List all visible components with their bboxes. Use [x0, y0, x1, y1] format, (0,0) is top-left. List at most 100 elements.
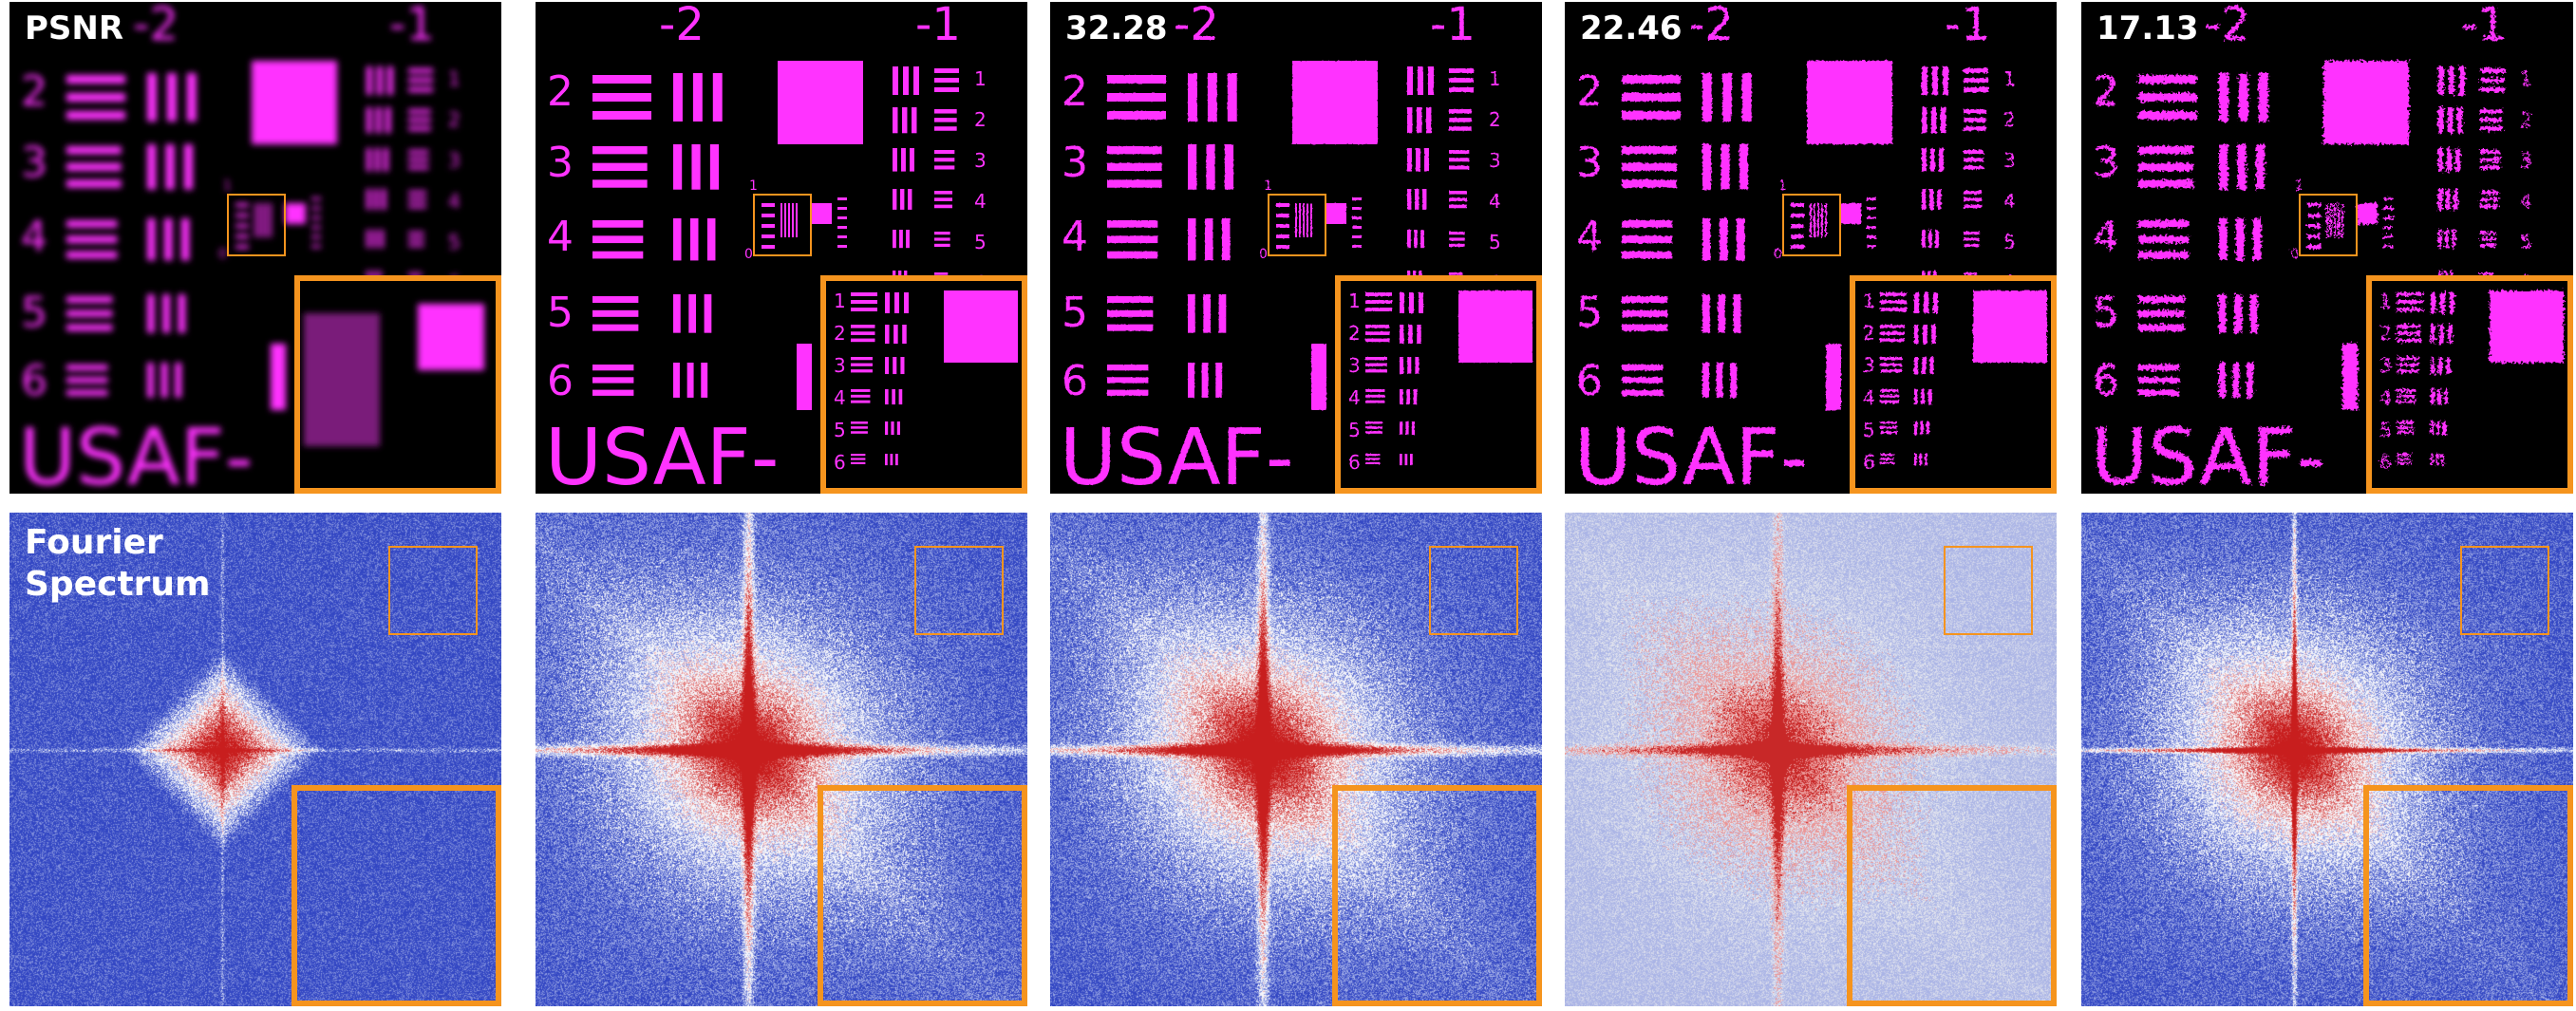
vertical-bar [147, 294, 155, 333]
small-number-3: 3 [2520, 149, 2532, 172]
inset-vertical-bar [1933, 292, 1938, 313]
inset-horizontal-bar [1880, 389, 1900, 392]
vertical-bar [375, 148, 380, 172]
horizontal-bar [66, 162, 122, 172]
psnr-value-label: 32.28 [1065, 9, 1168, 47]
inset-vertical-bar [1914, 454, 1917, 466]
horizontal-bar [2480, 150, 2501, 155]
vertical-bar [183, 144, 194, 190]
vertical-bar [2447, 148, 2452, 172]
inset-vertical-bar [2439, 325, 2444, 345]
center-group-1: 1 [1778, 178, 1787, 194]
vertical-bar [673, 144, 683, 190]
element-number-4: 4 [2093, 213, 2119, 261]
tiny-bar [311, 235, 321, 238]
vertical-bar [147, 73, 157, 122]
vertical-bar [2438, 148, 2443, 172]
horizontal-bar [934, 237, 950, 241]
horizontal-bar [66, 111, 125, 120]
horizontal-bar [1622, 389, 1664, 396]
vertical-bar [2232, 363, 2240, 398]
inset-horizontal-bar [851, 363, 873, 366]
inset-vertical-bar [1400, 325, 1404, 345]
group-label-minus-1: -1 [389, 2, 435, 51]
inset-horizontal-bar [1365, 308, 1392, 311]
inset-vertical-bar [1922, 357, 1927, 375]
horizontal-bar [408, 158, 429, 162]
square-element [1292, 61, 1378, 144]
horizontal-bar [1622, 296, 1668, 304]
inset-vertical-bar [2448, 325, 2453, 345]
tiny-bar [258, 203, 260, 237]
inset-horizontal-bar [1365, 331, 1390, 335]
inset-horizontal-bar [851, 400, 871, 403]
tiny-bar [1299, 203, 1301, 237]
inset-vertical-bar [2438, 357, 2443, 375]
inset-horizontal-bar [851, 454, 866, 457]
vertical-bar [1188, 218, 1196, 261]
horizontal-bar [2480, 158, 2501, 162]
vertical-bar [706, 218, 716, 261]
tiny-bar [1814, 203, 1815, 237]
square-element [778, 61, 863, 144]
inset-horizontal-bar [851, 300, 877, 304]
vertical-bar [1718, 294, 1726, 333]
inset-horizontal-bar [851, 331, 875, 335]
horizontal-bar [1449, 204, 1467, 209]
vertical-bar [166, 73, 177, 122]
vertical-bar [1207, 73, 1217, 122]
vertical-bar [2219, 218, 2228, 261]
spectrum-panel-5 [2081, 513, 2573, 1006]
vertical-bar [1922, 148, 1927, 172]
inset-vertical-bar [1920, 421, 1924, 436]
inset-vertical-bar [2441, 454, 2444, 466]
inset-vertical-bar [892, 389, 895, 405]
tiny-bar [1310, 203, 1312, 237]
tiny-bar [792, 203, 794, 237]
inset-number-1: 1 [2379, 290, 2392, 312]
tiny-square [1326, 203, 1346, 224]
tiny-bar [235, 234, 249, 238]
horizontal-bar [1107, 75, 1166, 84]
square-element [2323, 61, 2409, 144]
group-label-minus-2: -2 [133, 2, 179, 51]
vertical-bar [163, 218, 173, 261]
vertical-bar [367, 66, 372, 95]
horizontal-bar [934, 87, 959, 92]
tiny-bar [2334, 203, 2336, 237]
inset-vertical-bar [1914, 389, 1918, 405]
inset-vertical-bar [896, 421, 900, 436]
inset-horizontal-bar [1880, 454, 1895, 457]
horizontal-bar [2480, 126, 2503, 131]
inset-horizontal-bar [1365, 292, 1392, 296]
inset-vertical-bar [2431, 325, 2435, 345]
inset-vertical-bar [894, 292, 899, 313]
inset-horizontal-bar [1880, 300, 1907, 304]
horizontal-bar [1107, 111, 1166, 120]
inset-horizontal-bar [1365, 394, 1385, 398]
horizontal-bar [2480, 204, 2498, 209]
horizontal-bar [1964, 126, 1986, 131]
tiny-bar [1295, 203, 1297, 237]
inset-horizontal-bar [2397, 331, 2421, 335]
inset-horizontal-bar [1365, 426, 1382, 429]
zoom-inset-content: 1 2 3 4 5 6 [1348, 290, 1532, 474]
inset-vertical-bar [885, 325, 890, 345]
inset-vertical-bar [1400, 454, 1402, 466]
small-number-4: 4 [1489, 190, 1501, 213]
vertical-bar [691, 144, 701, 190]
highlight-box [2299, 194, 2358, 256]
horizontal-bar [408, 109, 431, 114]
vertical-bar [1922, 66, 1927, 95]
vertical-bar [1702, 218, 1711, 261]
horizontal-bar [2138, 111, 2197, 120]
tiny-bar [1867, 207, 1876, 210]
horizontal-bar [1449, 191, 1467, 195]
vertical-bar [367, 148, 371, 172]
small-number-1: 1 [2520, 67, 2532, 90]
horizontal-bar [2138, 377, 2180, 384]
vertical-bar [160, 363, 168, 398]
tiny-bar [796, 203, 798, 237]
element-number-6: 6 [547, 357, 573, 405]
